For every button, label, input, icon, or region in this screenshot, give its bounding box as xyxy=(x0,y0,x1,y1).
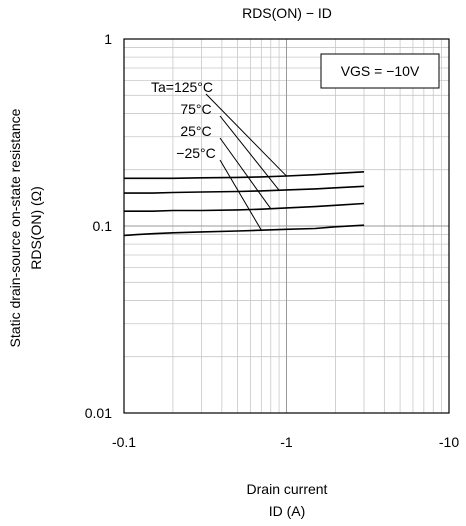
annotation-leader-line xyxy=(219,115,280,191)
chart-title: RDS(ON) − ID xyxy=(242,5,332,21)
series-line xyxy=(123,224,365,237)
x-axis-label: Drain current xyxy=(247,481,328,497)
x-tick-labels: -0.1 -1 -10 xyxy=(112,434,459,450)
condition-box: VGS = −10V xyxy=(320,53,440,89)
y-tick-label: 0.1 xyxy=(93,218,113,234)
series-line xyxy=(124,185,365,194)
annotation-leader-line xyxy=(219,137,272,209)
series-annotation-label: −25°C xyxy=(176,145,215,161)
x-tick-label: -0.1 xyxy=(112,434,136,450)
x-axis-unit-label: ID (A) xyxy=(269,503,306,519)
plot-frame xyxy=(123,38,450,414)
x-tick-label: -10 xyxy=(439,434,459,450)
y-axis-label: Static drain-source on-state resistance xyxy=(7,108,23,347)
y-tick-labels: 1 0.1 0.01 xyxy=(85,31,112,421)
condition-label: VGS = −10V xyxy=(341,63,420,79)
y-axis-unit-label: RDS(ON) (Ω) xyxy=(28,186,44,270)
series-annotation-label: 75°C xyxy=(180,101,211,117)
series-annotations: Ta=125°C 75°C 25°C −25°C xyxy=(151,79,216,161)
series-line xyxy=(124,171,365,180)
y-tick-label: 1 xyxy=(104,31,112,47)
annotation-leaders xyxy=(205,93,287,231)
y-tick-label: 0.01 xyxy=(85,405,112,421)
series-annotation-label: 25°C xyxy=(180,123,211,139)
x-tick-label: -1 xyxy=(280,434,293,450)
annotation-leader-line xyxy=(205,93,287,177)
annotation-leader-line xyxy=(219,159,262,231)
series-annotation-label: Ta=125°C xyxy=(151,79,213,95)
series-line xyxy=(124,202,365,212)
